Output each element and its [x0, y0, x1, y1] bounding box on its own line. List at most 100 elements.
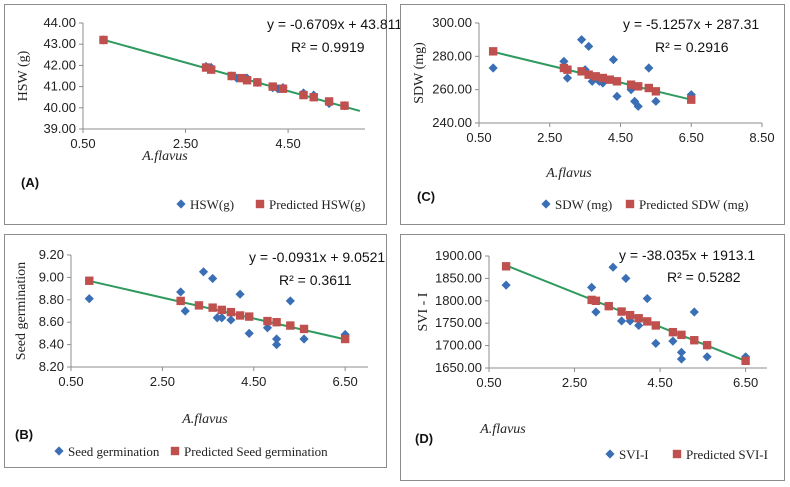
legend-observed-marker-b	[54, 446, 64, 456]
trend-equation-d: y = -38.035x + 1913.1	[619, 247, 755, 263]
predicted-point-d	[591, 296, 601, 305]
observed-point-b	[176, 287, 186, 297]
trend-equation-a: y = -0.6709x + 43.811	[267, 16, 402, 32]
legend-predicted-marker-b	[170, 446, 180, 456]
observed-point-b	[84, 294, 94, 304]
predicted-point-b	[217, 305, 226, 315]
observed-point-c	[584, 41, 594, 51]
y-tick-label-d: 1800.00	[435, 293, 482, 308]
observed-point-b	[285, 296, 295, 306]
observed-point-b	[272, 334, 282, 344]
legend-observed-label-b: Seed germination	[68, 444, 160, 459]
chart-svg-c: 240.00 260.00 280.00 300.00 0.50 2.50 4.50 6.50…	[412, 15, 775, 212]
predicted-point-a	[201, 63, 211, 72]
legend-observed-marker-c	[541, 199, 551, 209]
predicted-point-d	[617, 307, 626, 316]
chart-panel-d: 1650.00 1700.00 1750.00 1800.00 1850.00 1900.…	[400, 234, 785, 481]
predicted-point-a	[340, 101, 349, 110]
observed-point-d	[668, 336, 678, 346]
panel-label-d: (D)	[415, 431, 433, 446]
y-axis-label-a: HSW (g)	[16, 50, 31, 101]
predicted-point-c	[633, 82, 643, 91]
observed-point-d	[676, 354, 687, 364]
observed-point-b	[262, 323, 273, 333]
predicted-point-c	[563, 65, 572, 74]
predicted-point-b	[176, 296, 185, 306]
legend-predicted-marker-c	[625, 199, 635, 209]
x-tick-label-a: 2.50	[173, 136, 198, 151]
predicted-point-a	[99, 35, 108, 45]
observed-point-b	[235, 289, 245, 299]
observed-point-c	[562, 73, 573, 83]
y-tick-label-a: 39.00	[43, 121, 76, 136]
predicted-point-d	[604, 301, 613, 311]
predicted-point-b	[194, 301, 204, 310]
predicted-point-a	[268, 82, 277, 91]
legend-predicted-label-c: Predicted SDW (mg)	[639, 197, 749, 212]
x-tick-label-c: 0.50	[466, 130, 491, 145]
predicted-point-d	[741, 356, 750, 366]
observed-point-b	[340, 329, 350, 340]
predicted-point-b	[286, 321, 295, 330]
predicted-point-a	[299, 90, 308, 100]
x-tick-label-b: 6.50	[332, 374, 357, 389]
r-squared-c: R² = 0.2916	[655, 39, 729, 55]
observed-point-d	[634, 320, 644, 331]
x-tick-label-b: 0.50	[58, 374, 83, 389]
observed-point-c	[608, 55, 619, 65]
x-axis-label-d: A.flavus	[479, 422, 526, 437]
predicted-point-b	[235, 311, 245, 320]
observed-point-c	[651, 96, 661, 106]
chart-svg-a: 39.00 40.00 41.00 42.00 43.00 44.00 0.50 2.50 4.…	[16, 15, 402, 212]
observed-point-b	[180, 306, 190, 316]
chart-svg-b: 8.20 8.40 8.60 8.80 9.00 9.20 0.50 2.50 4.50 6.50…	[14, 247, 385, 459]
predicted-point-d	[634, 314, 643, 323]
observed-point-b	[272, 340, 282, 350]
observed-point-c	[488, 63, 498, 73]
predicted-point-c	[612, 77, 622, 86]
predicted-point-b	[272, 318, 281, 327]
x-axis-label-c: A.flavus	[545, 166, 592, 181]
x-tick-label-c: 4.50	[608, 130, 633, 145]
chart-svg-d: 1650.00 1700.00 1750.00 1800.00 1850.00 1900.…	[415, 247, 768, 462]
legend-predicted-marker-d	[672, 449, 682, 459]
predicted-point-c	[626, 80, 636, 89]
predicted-point-a	[242, 76, 252, 85]
x-axis-label-a: A.flavus	[141, 149, 188, 164]
x-tick-label-a: 4.50	[275, 136, 300, 151]
y-tick-label-d: 1900.00	[435, 248, 482, 263]
predicted-point-d	[501, 262, 511, 271]
observed-point-c	[612, 91, 622, 101]
predicted-point-d	[651, 321, 660, 330]
trend-equation-c: y = -5.1257x + 287.31	[623, 16, 759, 32]
chart-panel-a: 39.00 40.00 41.00 42.00 43.00 44.00 0.50 2.50 4.…	[4, 4, 402, 225]
r-squared-d: R² = 0.5282	[667, 269, 741, 285]
x-tick-label-a: 0.50	[70, 136, 95, 151]
x-tick-label-d: 0.50	[476, 375, 501, 390]
predicted-point-a	[309, 93, 318, 102]
x-tick-label-c: 6.50	[679, 130, 704, 145]
predicted-point-a	[227, 71, 236, 81]
y-axis-label-d: SVI - I	[416, 292, 431, 331]
y-tick-label-c: 280.00	[432, 48, 472, 63]
predicted-point-a	[278, 84, 288, 93]
predicted-point-c	[687, 95, 696, 104]
r-squared-a: R² = 0.9919	[291, 39, 365, 55]
y-tick-label-c: 300.00	[432, 15, 472, 30]
observed-point-d	[642, 293, 652, 304]
predicted-point-a	[324, 97, 334, 106]
y-tick-label-b: 9.20	[39, 247, 64, 262]
legend-observed-marker-d	[605, 449, 615, 459]
observed-point-d	[702, 352, 712, 362]
predicted-point-c	[488, 47, 498, 56]
predicted-point-b	[263, 316, 272, 326]
y-tick-label-d: 1750.00	[435, 315, 482, 330]
chart-panel-b: 8.20 8.40 8.60 8.80 9.00 9.20 0.50 2.50 4.50 6.50…	[4, 234, 387, 468]
observed-point-d	[676, 347, 687, 357]
x-tick-label-d: 4.50	[647, 375, 672, 390]
predicted-point-a	[253, 78, 262, 87]
predicted-point-b	[245, 312, 254, 321]
predicted-point-c	[644, 83, 653, 93]
observed-point-d	[608, 262, 618, 272]
observed-point-d	[616, 316, 627, 326]
